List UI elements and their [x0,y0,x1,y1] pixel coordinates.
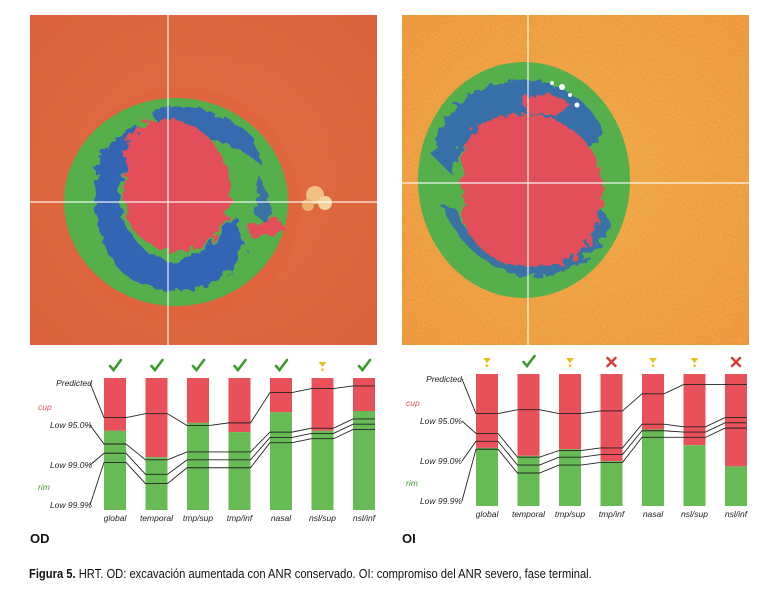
category-label: tmp/inf [227,513,254,523]
cup-bar-nsl/sup [311,378,334,431]
cup-bar-nasal [270,378,292,413]
category-label: tmp/sup [555,509,586,519]
category-label: global [476,509,500,519]
threshold-label: Low 95.0% [50,420,92,430]
caption-label: Figura 5. [29,566,76,581]
threshold-label: Low 99.0% [50,460,92,470]
threshold-label: Low 99.0% [420,456,462,466]
rim-bar-nsl/inf [353,411,375,510]
rim-bar-nsl/sup [683,445,706,506]
hrt-chart-od-svg: global temporal tmp/sup tmp/inf nasal nsl/sup… [38,358,377,523]
threshold-line-predicted [89,382,375,426]
caption-text: HRT. OD: excavación aumentada con ANR co… [75,566,592,581]
threshold-line-low99_9 [89,429,375,506]
threshold-lines [461,378,747,502]
threshold-label: Predicted [426,374,462,384]
cup-bar-global [104,378,126,431]
cup-bar-nsl/inf [725,374,747,467]
category-label: nsl/inf [725,509,749,519]
figure-caption: Figura 5. HRT. OD: excavación aumentada … [29,566,592,581]
rim-bar-tmp/inf [600,461,623,506]
warn-icon [690,358,699,367]
rim-bar-nsl/sup [311,430,334,510]
threshold-line-low95 [461,417,747,458]
category-label: global [104,513,128,523]
rim-bar-tmp/sup [559,449,581,506]
fundus-oi-graphic [402,15,749,345]
threshold-label: Predicted [56,378,92,388]
cup-bar-tmp/sup [559,374,581,450]
cup-bar-nasal [642,374,664,430]
cross-icon [730,356,742,368]
cup-bar-temporal [145,378,168,458]
hrt-chart-oi-svg: global temporal tmp/sup tmp/inf nasal nsl/sup… [406,354,749,519]
threshold-label: Low 99.9% [420,496,462,506]
rim-bar-tmp/sup [187,422,209,510]
check-icon [357,358,372,373]
cup-bar-tmp/inf [228,378,251,433]
rim-bar-nsl/inf [725,466,747,506]
check-icon [233,358,247,373]
warn-icon [318,362,327,371]
category-label: nasal [643,509,664,519]
threshold-line-low95 [89,418,375,461]
check-icon [522,354,536,369]
cup-label: cup [406,398,420,408]
check-icon [108,358,123,373]
cup-bar-temporal [517,374,540,456]
cup-bar-nsl/sup [683,374,706,446]
hrt-chart-od: global temporal tmp/sup tmp/inf nasal nsl/sup… [30,352,377,532]
category-label: nsl/sup [681,509,708,519]
rim-bar-global [476,447,498,506]
rim-label: rim [38,482,50,492]
threshold-label: Low 99.9% [50,500,92,510]
cross-icon [606,356,617,368]
fundus-image-oi [402,15,749,345]
rim-bar-temporal [517,455,540,506]
bars [476,374,747,506]
category-label: tmp/inf [599,509,626,519]
category-label: nsl/sup [309,513,336,523]
rim-bar-nasal [642,429,664,506]
bars [104,378,375,510]
threshold-label: Low 95.0% [420,416,462,426]
hrt-chart-oi: global temporal tmp/sup tmp/inf nasal nsl/sup… [402,348,749,528]
eye-label-od: OD [30,531,50,546]
cup-bar-tmp/inf [600,374,623,462]
category-label: nsl/inf [353,513,377,523]
eye-label-oi: OI [402,531,416,546]
category-label: temporal [512,509,546,519]
threshold-line-low99_9 [461,427,747,502]
category-label: tmp/sup [183,513,214,523]
cup-bar-nsl/inf [353,378,375,411]
rim-label: rim [406,478,418,488]
cup-label: cup [38,402,52,412]
threshold-line-low99 [461,422,747,466]
cup-bar-global [476,374,498,448]
check-icon [150,358,164,373]
check-icon [274,358,289,373]
fundus-od-graphic [30,15,377,345]
threshold-line-predicted [461,378,747,415]
category-label: nasal [271,513,292,523]
fundus-image-od [30,15,377,345]
threshold-line-low99 [89,423,375,475]
rim-bar-nasal [270,412,292,510]
rim-bar-tmp/inf [228,432,251,510]
threshold-lines [89,382,375,506]
warn-icon [649,358,657,367]
warn-icon [483,358,491,367]
warn-icon [566,358,574,367]
category-label: temporal [140,513,174,523]
rim-bar-global [104,430,126,510]
cup-bar-tmp/sup [187,378,209,423]
check-icon [191,358,206,373]
